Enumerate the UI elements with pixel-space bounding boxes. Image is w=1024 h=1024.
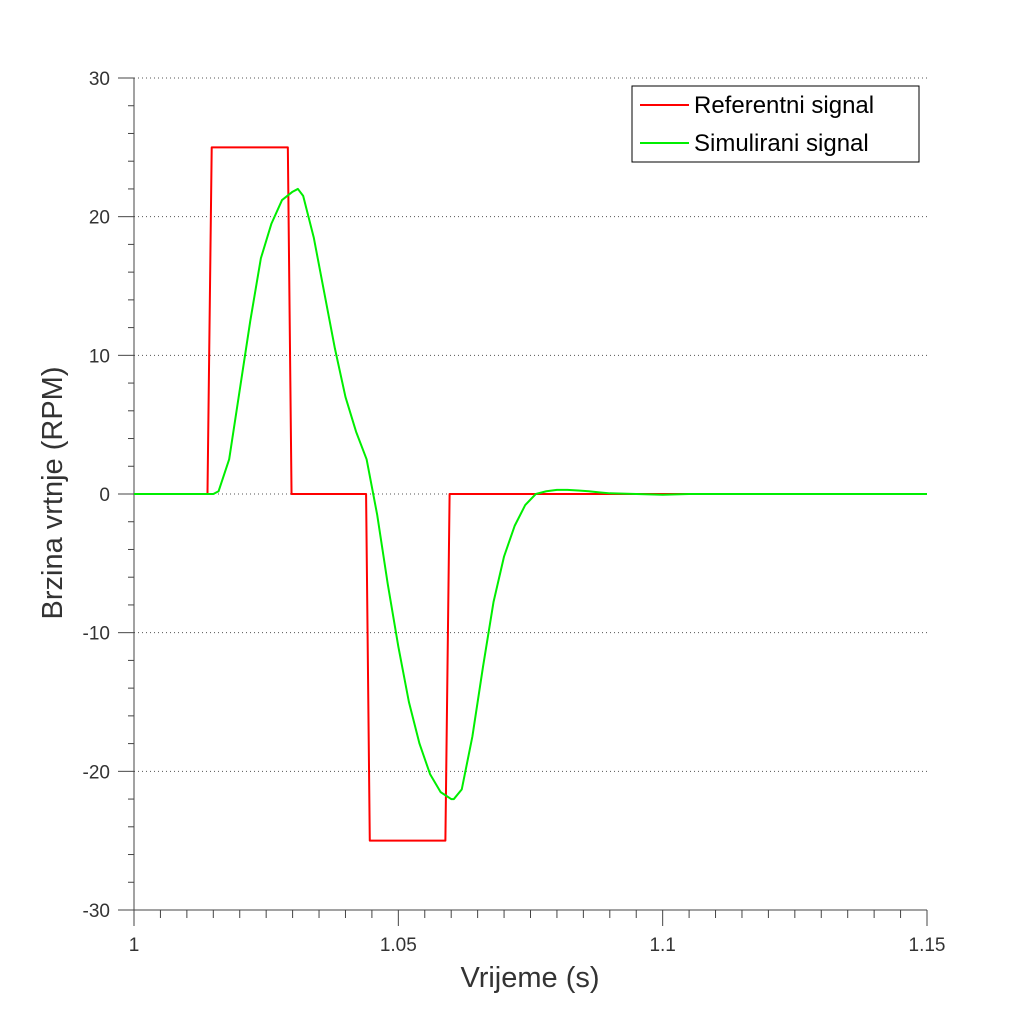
grid — [134, 77, 927, 772]
y-tick-label: 20 — [89, 208, 110, 229]
legend: Referentni signal Simulirani signal — [631, 85, 920, 163]
axes — [118, 77, 928, 926]
x-tick-label: 1.05 — [380, 935, 417, 956]
legend-box — [631, 85, 920, 163]
series-group — [134, 146, 927, 842]
y-tick-label: -30 — [83, 901, 110, 922]
legend-label-simulirani: Simulirani signal — [694, 130, 869, 157]
x-axis-title: Vrijeme (s) — [460, 962, 599, 994]
y-axis-title: Brzina vrtnje (RPM) — [37, 367, 69, 620]
series-line-referentni — [134, 146, 927, 842]
legend-label-referentni: Referentni signal — [694, 92, 874, 119]
x-tick-label: 1.15 — [909, 935, 946, 956]
y-tick-label: -20 — [83, 762, 110, 783]
y-tick-label: 0 — [99, 485, 110, 506]
x-tick-label: 1 — [129, 935, 140, 956]
y-tick-label: -10 — [83, 624, 110, 645]
y-tick-label: 30 — [89, 69, 110, 90]
y-tick-label: 10 — [89, 346, 110, 367]
x-tick-label: 1.1 — [649, 935, 675, 956]
series-line-simulirani — [134, 187, 927, 801]
tick-labels: 30 20 10 0 -10 -20 -30 1 1.05 1.1 1.15 — [83, 69, 946, 956]
